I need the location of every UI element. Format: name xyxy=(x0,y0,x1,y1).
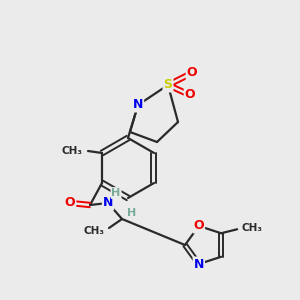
Text: N: N xyxy=(133,98,143,112)
Text: N: N xyxy=(194,257,204,271)
Text: H: H xyxy=(128,208,136,218)
Text: O: O xyxy=(65,196,75,209)
Text: S: S xyxy=(164,79,172,92)
Text: N: N xyxy=(103,196,113,209)
Text: CH₃: CH₃ xyxy=(241,223,262,233)
Text: CH₃: CH₃ xyxy=(61,146,82,156)
Text: CH₃: CH₃ xyxy=(83,226,104,236)
Text: H: H xyxy=(111,188,121,198)
Text: O: O xyxy=(194,220,204,232)
Text: O: O xyxy=(187,67,197,80)
Text: O: O xyxy=(185,88,195,101)
